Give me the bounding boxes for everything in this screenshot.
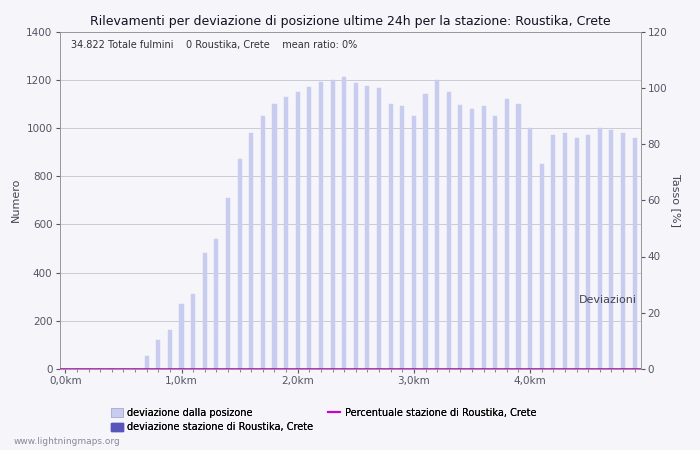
Bar — [424, 94, 428, 369]
Bar — [447, 92, 451, 369]
Bar — [261, 116, 265, 369]
Bar — [226, 198, 230, 369]
Bar — [295, 92, 300, 369]
Bar — [633, 138, 637, 369]
Bar — [145, 356, 148, 369]
Bar — [168, 330, 172, 369]
Bar — [377, 88, 381, 369]
Bar — [249, 133, 253, 369]
Bar — [517, 104, 521, 369]
Title: Rilevamenti per deviazione di posizione ultime 24h per la stazione: Roustika, Cr: Rilevamenti per deviazione di posizione … — [90, 14, 610, 27]
Bar — [540, 164, 544, 369]
Bar — [552, 135, 555, 369]
Bar — [412, 116, 416, 369]
Bar — [354, 83, 358, 369]
Bar — [319, 82, 323, 369]
Bar — [470, 108, 474, 369]
Text: 34.822 Totale fulmini    0 Roustika, Crete    mean ratio: 0%: 34.822 Totale fulmini 0 Roustika, Crete … — [71, 40, 358, 50]
Bar — [284, 97, 288, 369]
Bar — [191, 294, 195, 369]
Bar — [330, 80, 335, 369]
Bar — [342, 77, 346, 369]
Bar — [156, 340, 160, 369]
Bar — [563, 133, 567, 369]
Text: Deviazioni: Deviazioni — [579, 295, 637, 305]
Text: www.lightningmaps.org: www.lightningmaps.org — [14, 436, 120, 446]
Bar — [307, 87, 312, 369]
Bar — [598, 128, 602, 369]
Bar — [400, 106, 405, 369]
Bar — [482, 106, 486, 369]
Y-axis label: Tasso [%]: Tasso [%] — [671, 174, 681, 227]
Legend: deviazione dalla posizone, deviazione stazione di Roustika, Crete, Percentuale s: deviazione dalla posizone, deviazione st… — [111, 408, 536, 432]
Bar — [586, 135, 590, 369]
Bar — [435, 80, 439, 369]
Bar — [621, 133, 625, 369]
Bar — [214, 239, 218, 369]
Bar — [179, 304, 183, 369]
Bar — [365, 86, 370, 369]
Bar — [237, 159, 241, 369]
Bar — [494, 116, 497, 369]
Bar — [610, 130, 613, 369]
Bar — [505, 99, 509, 369]
Bar — [389, 104, 393, 369]
Bar — [575, 138, 579, 369]
Bar — [528, 128, 532, 369]
Bar — [203, 253, 206, 369]
Y-axis label: Numero: Numero — [10, 178, 21, 222]
Bar — [458, 105, 463, 369]
Bar — [272, 104, 276, 369]
